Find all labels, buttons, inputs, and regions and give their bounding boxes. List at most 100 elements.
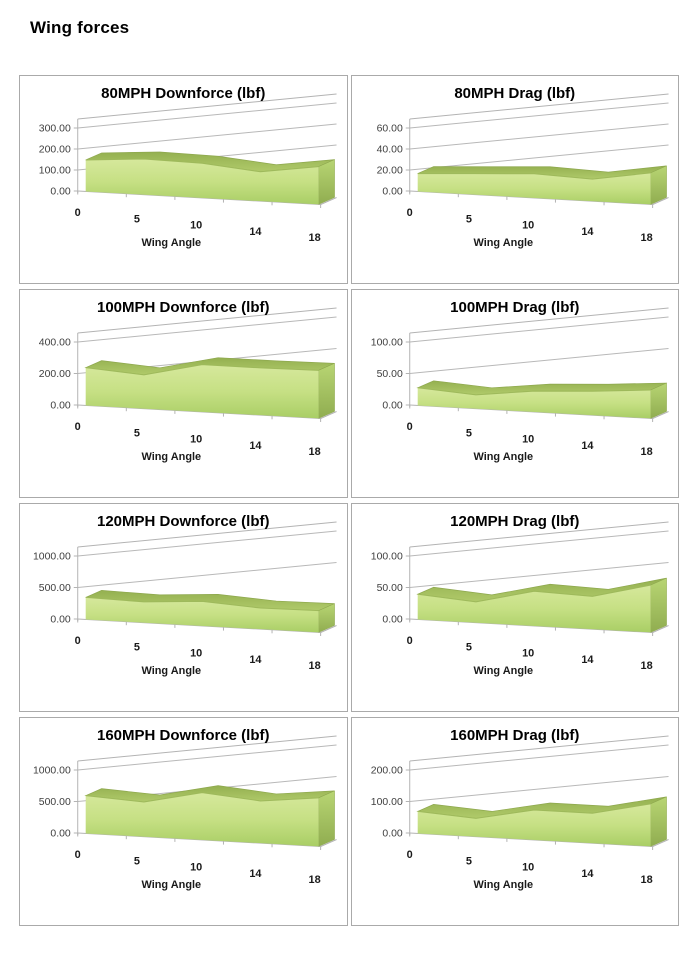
x-axis-title: Wing Angle — [473, 665, 533, 677]
svg-text:5: 5 — [134, 213, 140, 225]
svg-text:14: 14 — [249, 440, 262, 452]
svg-text:200.00: 200.00 — [39, 369, 71, 380]
svg-text:500.00: 500.00 — [39, 583, 71, 594]
svg-text:10: 10 — [522, 862, 534, 874]
chart-title: 80MPH Downforce (lbf) — [101, 85, 266, 102]
svg-text:0: 0 — [406, 421, 412, 433]
svg-text:18: 18 — [309, 874, 321, 886]
svg-text:0: 0 — [406, 635, 412, 647]
svg-text:5: 5 — [134, 427, 140, 439]
chart-title: 160MPH Drag (lbf) — [450, 727, 580, 744]
svg-text:1000.00: 1000.00 — [33, 551, 71, 562]
svg-text:400.00: 400.00 — [39, 337, 71, 348]
chart-title: 160MPH Downforce (lbf) — [96, 727, 270, 744]
svg-text:18: 18 — [640, 874, 652, 886]
chart-title: 120MPH Drag (lbf) — [450, 513, 580, 530]
svg-text:0.00: 0.00 — [382, 186, 403, 197]
svg-text:18: 18 — [640, 232, 652, 244]
svg-text:5: 5 — [465, 855, 471, 867]
svg-text:14: 14 — [581, 868, 594, 880]
svg-text:14: 14 — [249, 226, 262, 238]
svg-text:200.00: 200.00 — [370, 765, 402, 776]
svg-text:0.00: 0.00 — [382, 828, 403, 839]
chart-plot: 0.00 500.00 1000.00 0 5 10 14 18 Wing Angle — [33, 521, 337, 677]
svg-text:50.00: 50.00 — [376, 369, 402, 380]
chart-card: 80MPH Downforce (lbf) 0.00 100.00 200.00 30… — [19, 75, 348, 284]
svg-text:5: 5 — [465, 427, 471, 439]
svg-text:100.00: 100.00 — [39, 165, 71, 176]
svg-text:0: 0 — [75, 849, 81, 861]
chart-plot: 0.00 50.00 100.00 0 5 10 14 18 Wing Angle — [370, 521, 669, 677]
svg-text:0: 0 — [75, 635, 81, 647]
x-axis-title: Wing Angle — [141, 451, 201, 463]
svg-text:10: 10 — [522, 648, 534, 660]
x-axis-title: Wing Angle — [141, 665, 201, 677]
svg-text:18: 18 — [309, 232, 321, 244]
svg-text:18: 18 — [640, 446, 652, 458]
chart-card: 160MPH Drag (lbf) 0.00 100.00 200.00 0 5 10 14… — [350, 717, 679, 926]
svg-text:10: 10 — [522, 434, 534, 446]
chart-title: 120MPH Downforce (lbf) — [96, 513, 270, 530]
svg-text:1000.00: 1000.00 — [33, 765, 71, 776]
svg-text:14: 14 — [249, 654, 262, 666]
svg-text:0.00: 0.00 — [50, 400, 71, 411]
svg-text:60.00: 60.00 — [376, 123, 402, 134]
chart-card: 160MPH Downforce (lbf) 0.00 500.00 1000.00… — [19, 717, 348, 926]
svg-text:14: 14 — [249, 868, 262, 880]
svg-text:0: 0 — [75, 207, 81, 219]
chart-card: 120MPH Downforce (lbf) 0.00 500.00 1000.00… — [19, 503, 348, 712]
svg-text:0: 0 — [75, 421, 81, 433]
chart-title: 80MPH Drag (lbf) — [454, 85, 576, 102]
chart-plot: 0.00 50.00 100.00 0 5 10 14 18 Wing Angle — [370, 307, 669, 463]
svg-text:0.00: 0.00 — [50, 828, 71, 839]
x-axis-title: Wing Angle — [141, 237, 201, 249]
svg-text:0: 0 — [406, 849, 412, 861]
svg-text:18: 18 — [309, 660, 321, 672]
chart-plot: 0.00 100.00 200.00 0 5 10 14 18 Wing Angle — [370, 735, 669, 891]
svg-text:10: 10 — [190, 648, 202, 660]
x-axis-title: Wing Angle — [473, 237, 533, 249]
svg-text:40.00: 40.00 — [376, 144, 402, 155]
svg-text:0: 0 — [406, 207, 412, 219]
chart-plot: 0.00 20.00 40.00 60.00 0 5 10 14 18 Wing Angle — [376, 93, 669, 249]
svg-text:5: 5 — [134, 641, 140, 653]
x-axis-title: Wing Angle — [473, 879, 533, 891]
svg-text:0.00: 0.00 — [50, 186, 71, 197]
svg-text:500.00: 500.00 — [39, 797, 71, 808]
chart-title: 100MPH Downforce (lbf) — [96, 299, 270, 316]
svg-text:14: 14 — [581, 440, 594, 452]
svg-text:10: 10 — [190, 220, 202, 232]
chart-card: 80MPH Drag (lbf) 0.00 20.00 40.00 60.00 0 5 10… — [350, 75, 679, 284]
svg-text:10: 10 — [522, 220, 534, 232]
svg-text:100.00: 100.00 — [370, 797, 402, 808]
chart-card: 100MPH Drag (lbf) 0.00 50.00 100.00 0 5 10 14 1… — [350, 289, 679, 498]
svg-text:14: 14 — [581, 226, 594, 238]
svg-text:5: 5 — [134, 855, 140, 867]
svg-text:18: 18 — [309, 446, 321, 458]
svg-text:14: 14 — [581, 654, 594, 666]
svg-text:100.00: 100.00 — [370, 337, 402, 348]
chart-plot: 0.00 100.00 200.00 300.00 0 5 10 14 18 Wing Angle — [39, 93, 337, 249]
x-axis-title: Wing Angle — [473, 451, 533, 463]
chart-plot: 0.00 500.00 1000.00 0 5 10 14 18 Wing Angle — [33, 735, 337, 891]
svg-text:5: 5 — [465, 641, 471, 653]
svg-text:10: 10 — [190, 862, 202, 874]
svg-text:18: 18 — [640, 660, 652, 672]
svg-text:200.00: 200.00 — [39, 144, 71, 155]
svg-text:300.00: 300.00 — [39, 123, 71, 134]
charts-grid: 80MPH Downforce (lbf) 0.00 100.00 200.00 30… — [19, 75, 679, 926]
page-title: Wing forces — [30, 18, 130, 37]
chart-title: 100MPH Drag (lbf) — [450, 299, 580, 316]
svg-text:20.00: 20.00 — [376, 165, 402, 176]
svg-text:0.00: 0.00 — [382, 400, 403, 411]
svg-text:50.00: 50.00 — [376, 583, 402, 594]
svg-text:0.00: 0.00 — [50, 614, 71, 625]
chart-card: 120MPH Drag (lbf) 0.00 50.00 100.00 0 5 10 14 1… — [350, 503, 679, 712]
svg-text:10: 10 — [190, 434, 202, 446]
svg-text:100.00: 100.00 — [370, 551, 402, 562]
svg-text:5: 5 — [465, 213, 471, 225]
svg-text:0.00: 0.00 — [382, 614, 403, 625]
x-axis-title: Wing Angle — [141, 879, 201, 891]
chart-plot: 0.00 200.00 400.00 0 5 10 14 18 Wing Angle — [39, 307, 337, 463]
chart-card: 100MPH Downforce (lbf) 0.00 200.00 400.00 0… — [19, 289, 348, 498]
